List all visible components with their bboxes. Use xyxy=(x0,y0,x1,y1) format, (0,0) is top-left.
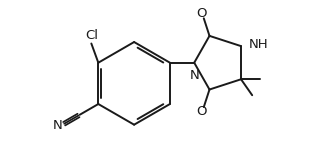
Text: O: O xyxy=(197,7,207,20)
Text: N: N xyxy=(53,119,62,132)
Text: Cl: Cl xyxy=(85,29,98,42)
Text: O: O xyxy=(197,105,207,118)
Text: NH: NH xyxy=(249,38,269,51)
Text: N: N xyxy=(189,69,199,81)
